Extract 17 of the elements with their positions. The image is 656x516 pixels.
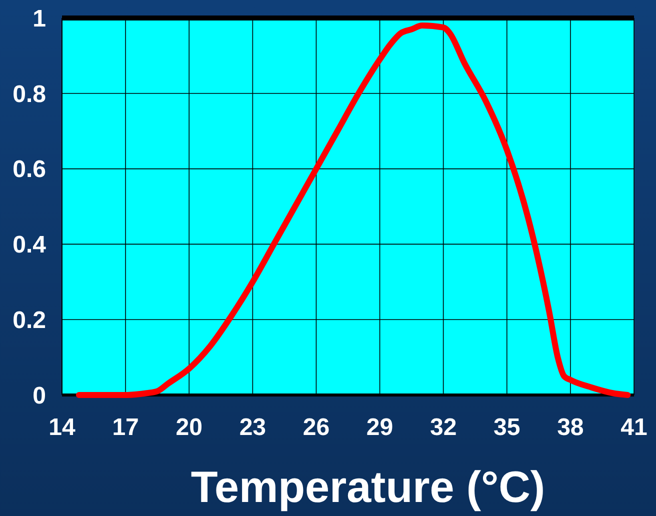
y-tick-label: 1 — [32, 5, 46, 32]
x-tick-label: 17 — [112, 414, 139, 441]
x-tick-label: 32 — [430, 414, 457, 441]
x-tick-label: 26 — [302, 414, 330, 441]
x-tick-label: 29 — [366, 414, 394, 441]
y-tick-label: 0.4 — [12, 232, 47, 259]
x-tick-label: 35 — [494, 414, 520, 441]
x-tick-label: 38 — [557, 414, 584, 441]
x-tick-label: 20 — [176, 414, 202, 441]
y-tick-label: 0.8 — [12, 80, 46, 108]
x-tick-label: 41 — [620, 414, 648, 441]
x-tick-label: 23 — [239, 414, 266, 441]
y-tick-label: 0.2 — [12, 307, 46, 334]
x-tick-label: 14 — [48, 414, 76, 441]
x-axis-title: Temperature (°C) — [190, 463, 546, 512]
y-tick-label: 0 — [32, 382, 46, 410]
y-tick-label: 0.6 — [12, 156, 46, 184]
